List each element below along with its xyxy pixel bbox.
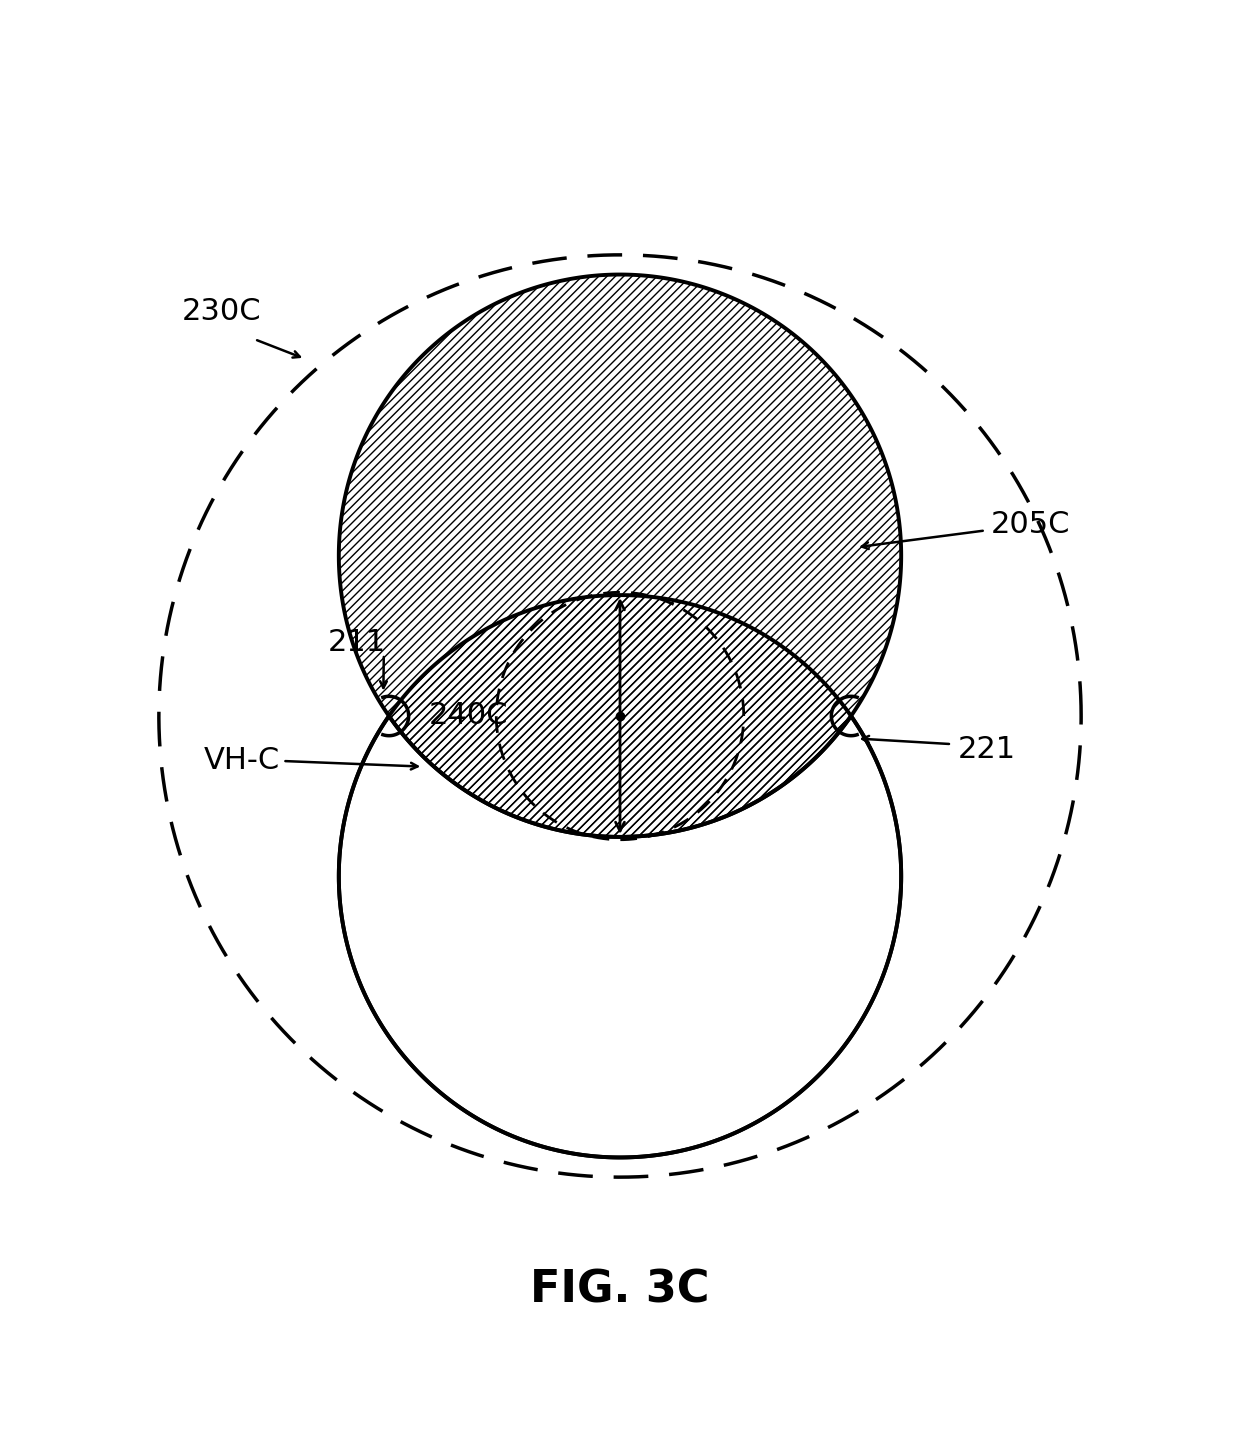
Text: 221: 221 <box>957 735 1016 765</box>
Text: 230C: 230C <box>181 296 260 325</box>
Text: VH-C: VH-C <box>203 746 280 776</box>
Text: 240C: 240C <box>429 702 508 730</box>
Polygon shape <box>339 716 901 1157</box>
Text: FIG. 3C: FIG. 3C <box>531 1269 709 1312</box>
Text: 205C: 205C <box>991 510 1070 540</box>
Text: 211: 211 <box>327 629 386 657</box>
Polygon shape <box>339 275 901 836</box>
Polygon shape <box>339 596 901 1157</box>
